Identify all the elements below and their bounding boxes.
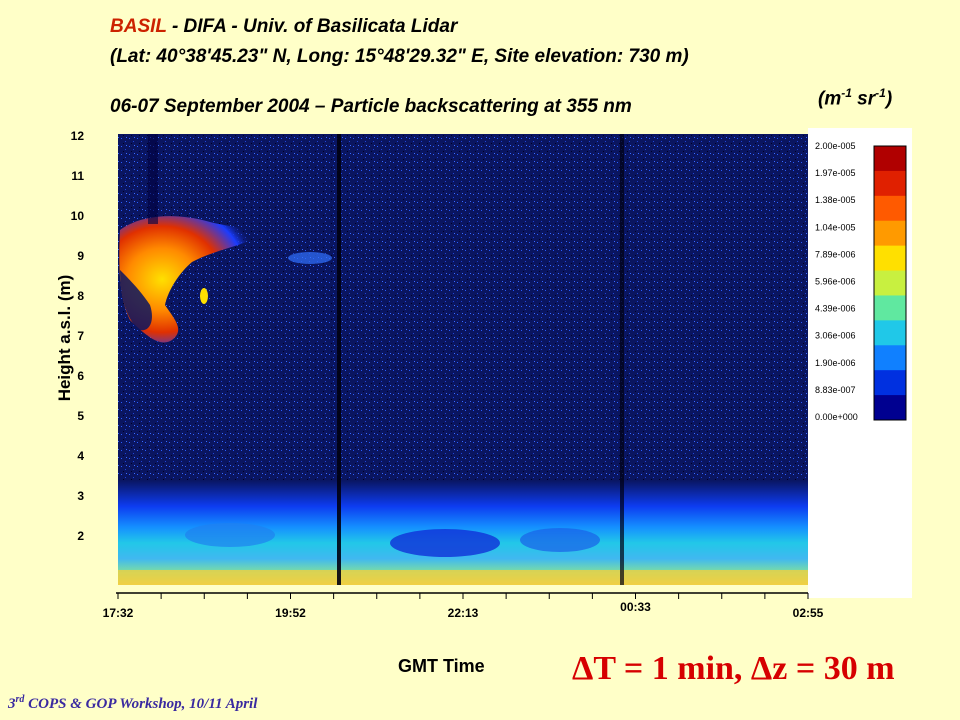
footer-rest: COPS & GOP Workshop, 10/11 April [24,696,258,712]
colorbar-label: 1.90e-006 [815,358,856,368]
thin-cloud [288,252,332,264]
y-tick-label: 10 [71,209,85,223]
colorbar-label: 1.38e-005 [815,195,856,205]
colorbar-swatch [874,146,906,172]
colorbar-swatch [874,370,906,396]
y-axis-label: Height a.s.l. (m) [55,274,74,402]
y-tick-label: 11 [71,169,84,183]
ground-strip [118,570,808,585]
workshop-footer: 3rd COPS & GOP Workshop, 10/11 April [8,694,257,713]
title-rest: - DIFA - Univ. of Basilicata Lidar [166,16,458,37]
axes: 17:32 19:52 22:13 00:33 02:55 2 3 4 5 6 7 8 9 10 11 12 [71,129,824,620]
chart-subtitle: 06-07 September 2004 – Particle backscat… [110,96,632,117]
plot-area [118,128,912,598]
y-tick-label: 8 [77,289,84,303]
colorbar-label: 4.39e-006 [815,304,856,314]
y-tick-label: 2 [77,529,84,543]
y-tick-label: 4 [77,449,84,463]
colorbar-swatch [874,170,906,197]
chart-title: BASIL - DIFA - Univ. of Basilicata Lidar [110,16,457,38]
cloud-fragment [200,288,208,304]
colorbar-swatch [874,220,906,247]
colorbar-label: 5.96e-006 [815,277,856,287]
footer-prefix: 3 [8,696,16,712]
colorbar-swatch [874,295,906,321]
x-tick-label: 17:32 [103,606,134,620]
x-tick-label: 22:13 [448,606,479,620]
aerosol-blob [390,529,500,557]
y-tick-label: 12 [71,129,85,143]
x-axis-label: GMT Time [398,656,485,676]
colorbar-label: 1.97e-005 [815,168,856,178]
cirrus-cloud [119,216,262,343]
y-tick-label: 5 [77,409,84,423]
resolution-note: ΔT = 1 min, Δz = 30 m [572,650,895,687]
colorbar-swatch [874,195,906,222]
y-tick-label: 3 [77,489,84,503]
colorbar-label: 7.89e-006 [815,249,856,259]
units-exp2: -1 [875,86,886,100]
colorbar-frame [873,145,907,421]
colorbar-label: 0.00e+000 [815,412,858,422]
data-gap-line [620,134,624,585]
units-label: (m-1 sr-1) [818,86,892,110]
location-line: (Lat: 40°38'45.23" N, Long: 15°48'29.32"… [110,46,689,67]
colorbar-label: 1.04e-005 [815,222,856,232]
aerosol-blob [520,528,600,552]
colorbar-swatch [874,320,906,346]
colorbar-swatch [874,345,906,371]
cloud-gap [120,270,152,331]
aerosol-blob [185,523,275,547]
y-tick-label: 6 [77,369,84,383]
title-prefix: BASIL [110,16,167,37]
colorbar-label: 2.00e-005 [815,141,856,151]
data-gap-line [337,134,341,585]
colorbar-label: 8.83e-007 [815,385,856,395]
colorbar-swatch [874,245,906,272]
colorbar-label: 3.06e-006 [815,331,856,341]
colorbar-swatch [874,395,906,421]
units-main: (m [818,88,842,110]
y-tick-label: 9 [77,249,84,263]
units-close: ) [885,88,893,110]
colorbar: 2.00e-005 1.97e-005 1.38e-005 1.04e-005 7.89… [815,141,907,422]
x-tick-label: 19:52 [275,606,306,620]
footer-sup: rd [15,694,25,705]
data-gap-band [148,134,158,224]
x-tick-label: 02:55 [793,606,824,620]
y-tick-label: 7 [77,329,84,343]
colorbar-swatch [874,270,906,296]
units-exp1: -1 [841,86,852,100]
x-tick-label: 00:33 [620,600,651,614]
units-mid: sr [851,88,876,110]
